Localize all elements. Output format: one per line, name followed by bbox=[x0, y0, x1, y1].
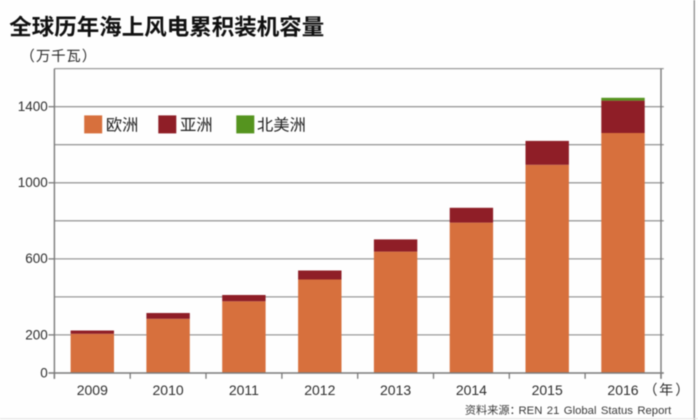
svg-text:2012: 2012 bbox=[304, 382, 335, 398]
svg-text:2009: 2009 bbox=[77, 382, 108, 398]
svg-text:2011: 2011 bbox=[229, 382, 259, 398]
svg-text:2010: 2010 bbox=[153, 382, 184, 398]
svg-text:1000: 1000 bbox=[18, 175, 48, 190]
svg-text:2015: 2015 bbox=[532, 382, 563, 398]
svg-text:2014: 2014 bbox=[456, 382, 487, 398]
svg-text:600: 600 bbox=[25, 251, 48, 266]
svg-text:0: 0 bbox=[40, 365, 48, 380]
svg-text:1400: 1400 bbox=[18, 99, 48, 114]
svg-text:2013: 2013 bbox=[380, 382, 411, 398]
svg-text:2016: 2016 bbox=[607, 382, 638, 398]
svg-text:200: 200 bbox=[25, 327, 48, 342]
svg-text:REN 21 Global Status Report: REN 21 Global Status Report bbox=[519, 405, 673, 417]
